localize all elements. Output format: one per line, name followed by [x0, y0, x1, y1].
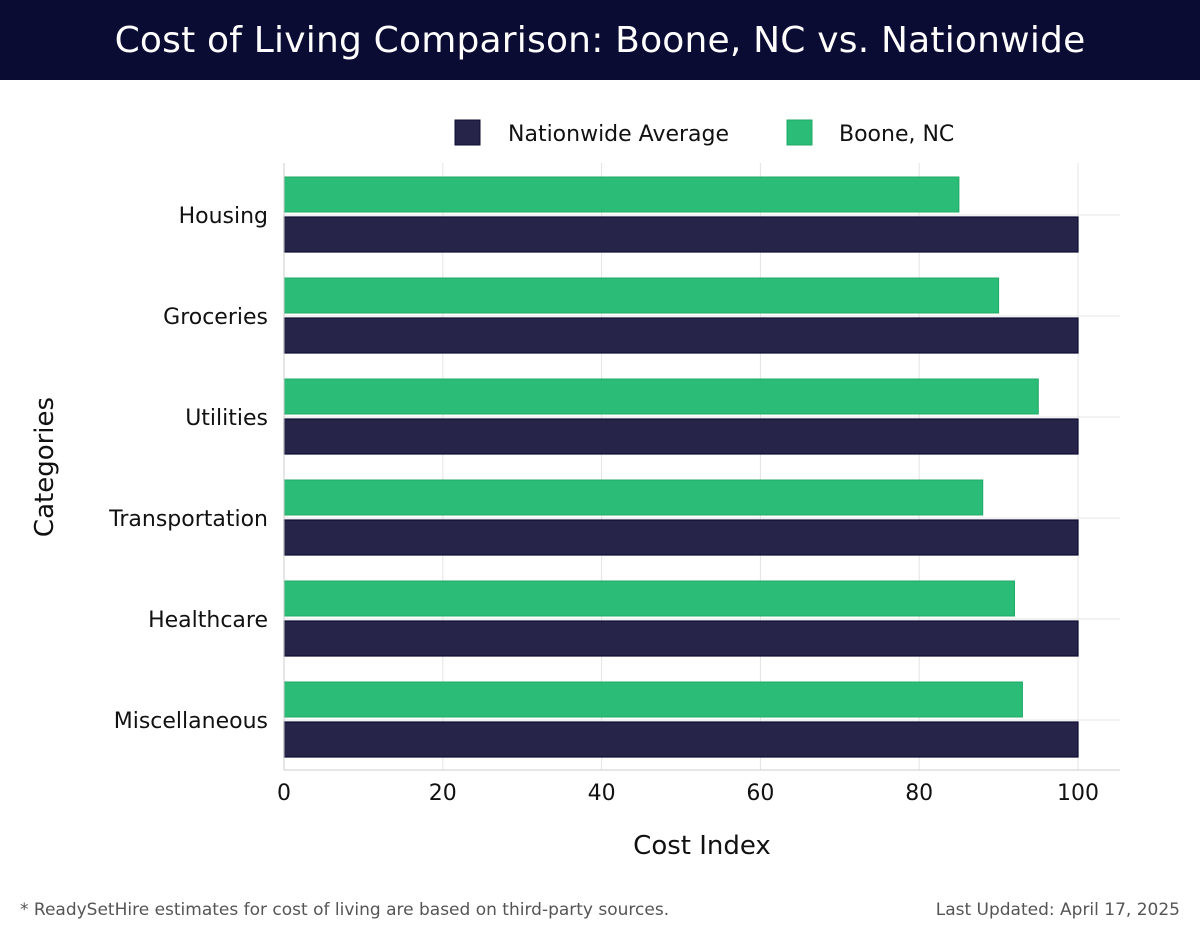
- bar-chart: Housing Groceries Utilities Transportation H…: [30, 119, 1120, 861]
- legend-swatch-boone: [786, 119, 813, 146]
- x-tick-label: 40: [588, 781, 616, 806]
- category-label: Housing: [179, 204, 268, 229]
- title-bar: Cost of Living Comparison: Boone, NC vs.…: [0, 0, 1200, 80]
- last-updated: Last Updated: April 17, 2025: [935, 900, 1180, 920]
- category-label: Groceries: [163, 305, 268, 330]
- category-label: Healthcare: [148, 608, 268, 633]
- bar-nationwide: [283, 721, 1079, 758]
- legend-label-nationwide: Nationwide Average: [508, 122, 729, 147]
- x-tick-label: 0: [277, 781, 291, 806]
- x-axis-title: Cost Index: [633, 831, 771, 861]
- x-tick-label: 20: [429, 781, 457, 806]
- x-tick-label: 100: [1057, 781, 1099, 806]
- bar-nationwide: [283, 519, 1079, 556]
- legend-swatch-nationwide: [454, 119, 481, 146]
- bar-boone: [283, 681, 1023, 718]
- category-label: Utilities: [185, 406, 268, 431]
- page-title: Cost of Living Comparison: Boone, NC vs.…: [114, 19, 1086, 61]
- y-axis-title: Categories: [30, 397, 60, 537]
- footer-note: * ReadySetHire estimates for cost of liv…: [20, 900, 670, 920]
- category-label: Transportation: [108, 507, 268, 532]
- bar-nationwide: [283, 620, 1079, 657]
- bar-boone: [283, 176, 960, 213]
- bar-boone: [283, 378, 1039, 415]
- bar-nationwide: [283, 418, 1079, 455]
- bar-boone: [283, 479, 984, 516]
- bar-boone: [283, 580, 1015, 617]
- bar-nationwide: [283, 317, 1079, 354]
- bar-nationwide: [283, 216, 1079, 253]
- x-tick-label: 60: [746, 781, 774, 806]
- category-label: Miscellaneous: [114, 709, 268, 734]
- bar-boone: [283, 277, 1000, 314]
- x-tick-label: 80: [905, 781, 933, 806]
- legend-label-boone: Boone, NC: [839, 122, 954, 147]
